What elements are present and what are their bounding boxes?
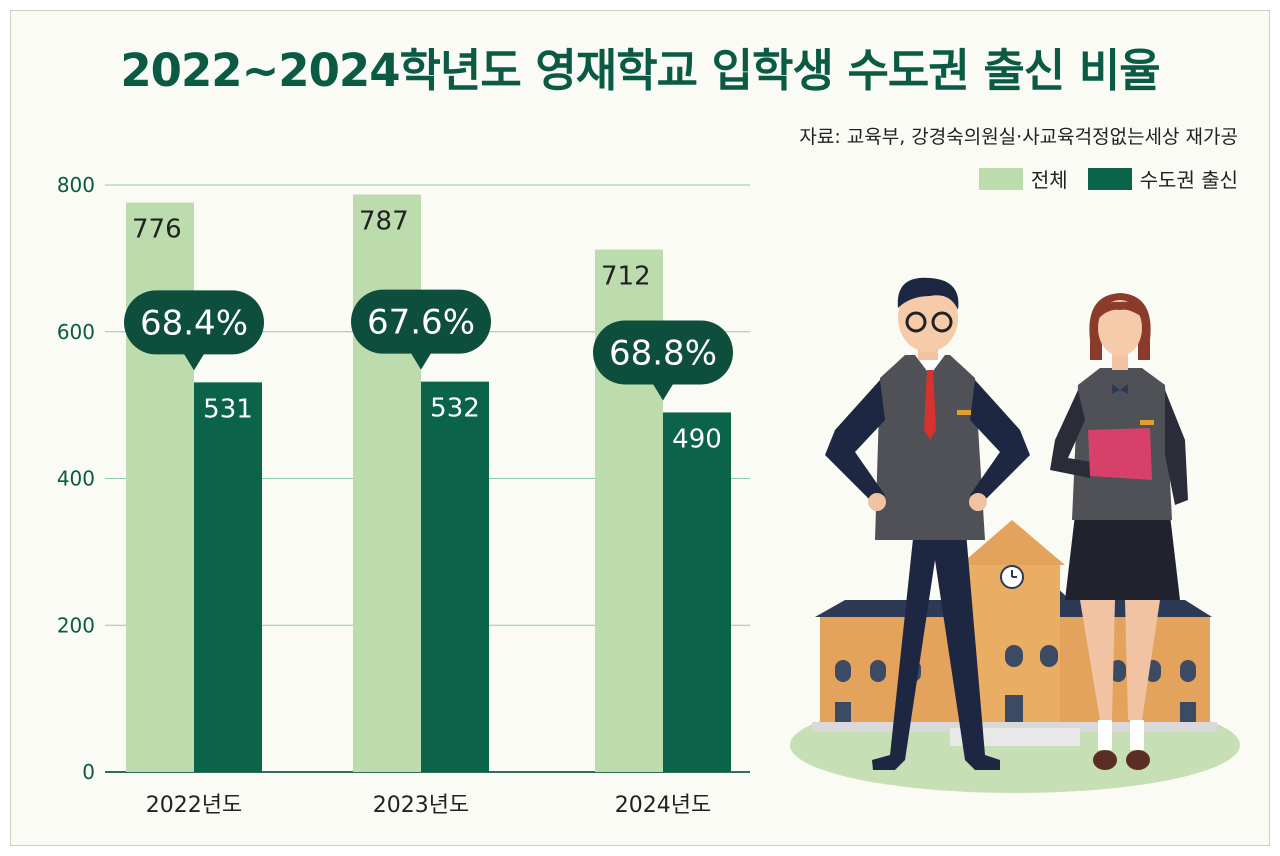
girl-student-icon bbox=[1050, 293, 1188, 770]
legend-swatch-total bbox=[978, 167, 1023, 190]
students-school-illustration bbox=[790, 277, 1240, 793]
y-tick-label: 600 bbox=[57, 320, 95, 344]
legend-label-total: 전체 bbox=[1030, 168, 1068, 192]
legend-item-total: 전체 bbox=[978, 164, 1068, 193]
x-category-label: 2023년도 bbox=[373, 793, 469, 818]
y-tick-label: 200 bbox=[57, 613, 95, 637]
bar-metro bbox=[194, 382, 262, 772]
x-category-label: 2024년도 bbox=[615, 793, 711, 818]
data-label-total: 712 bbox=[601, 262, 651, 292]
y-tick-label: 400 bbox=[57, 467, 95, 491]
ratio-bubble-pointer bbox=[183, 352, 205, 371]
ratio-bubble bbox=[124, 290, 264, 355]
legend-item-metro: 수도권 출신 bbox=[1087, 164, 1238, 193]
x-category-label: 2022년도 bbox=[146, 793, 242, 818]
ratio-bubble bbox=[593, 320, 733, 385]
chart-title: 2022~2024학년도 영재학교 입학생 수도권 출신 비율 bbox=[120, 44, 1160, 97]
bar-metro bbox=[421, 381, 489, 772]
ratio-bubble-pointer bbox=[652, 382, 674, 401]
ratio-label: 68.8% bbox=[609, 333, 717, 373]
bar-metro bbox=[663, 412, 731, 772]
y-tick-label: 0 bbox=[82, 760, 95, 784]
source-note: 자료: 교육부, 강경숙의원실·사교육걱정없는세상 재가공 bbox=[799, 126, 1238, 148]
legend: 전체 수도권 출신 bbox=[959, 164, 1238, 193]
ratio-bubble-pointer bbox=[410, 351, 432, 370]
boy-student-icon bbox=[825, 277, 1030, 770]
data-label-total: 787 bbox=[359, 207, 409, 237]
y-tick-label: 800 bbox=[57, 173, 95, 197]
bar-total bbox=[126, 202, 194, 773]
data-label-total: 776 bbox=[132, 215, 182, 245]
legend-swatch-metro bbox=[1087, 167, 1132, 190]
ratio-label: 67.6% bbox=[367, 303, 475, 343]
data-label-metro: 490 bbox=[672, 424, 722, 454]
bar-total bbox=[353, 194, 421, 772]
data-label-metro: 532 bbox=[430, 394, 480, 424]
ratio-bubble bbox=[351, 289, 491, 354]
ratio-label: 68.4% bbox=[140, 303, 248, 343]
legend-label-metro: 수도권 출신 bbox=[1139, 168, 1238, 192]
data-label-metro: 531 bbox=[203, 394, 253, 424]
